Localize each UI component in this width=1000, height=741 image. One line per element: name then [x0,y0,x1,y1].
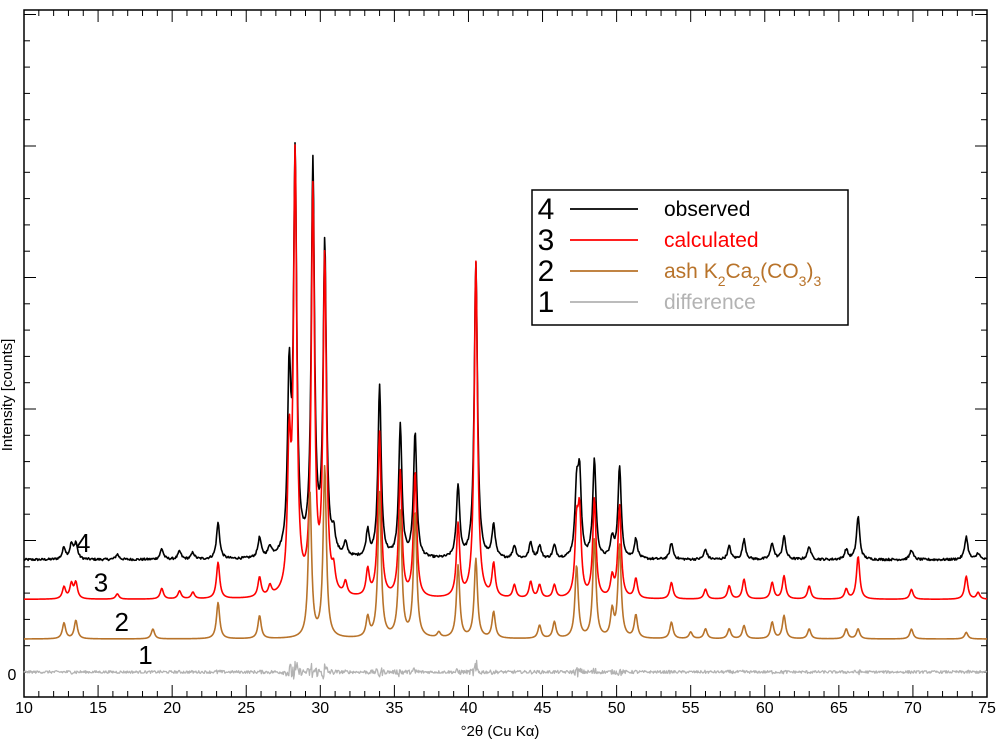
series-line-calculated [23,144,988,601]
legend-number: 4 [538,193,555,226]
legend-label: difference [664,291,756,314]
x-tick-label: 25 [237,700,255,717]
y-axis-ticks [24,14,987,673]
series-line-difference [23,659,988,680]
legend-label: observed [664,198,750,221]
legend: 4 observed 3 calculated 2 ash K2Ca2(CO3)3 1 dif… [531,189,849,326]
series-number-label: 4 [76,528,90,558]
legend-number: 1 [538,286,555,319]
x-tick-label: 50 [608,700,626,717]
x-tick-label: 40 [460,700,478,717]
x-tick-label: 70 [904,700,922,717]
plot-frame [23,9,988,698]
series-number-label: 2 [115,607,129,637]
x-axis-label: °2θ (Cu Kα) [461,723,540,740]
y-tick-label-0: 0 [8,667,17,684]
series-layer [23,142,988,680]
x-tick-label: 30 [311,700,329,717]
x-tick-label: 60 [756,700,774,717]
x-tick-label: 35 [385,700,403,717]
y-axis-label: Intensity [counts] [0,339,16,452]
x-tick-label: 45 [534,700,552,717]
x-tick-label: 65 [830,700,848,717]
series-line-ash [23,464,988,640]
legend-number: 2 [538,255,555,288]
legend-label: calculated [664,229,759,252]
series-number-label: 1 [138,640,152,670]
x-tick-label: 55 [682,700,700,717]
series-number-label: 3 [94,567,108,597]
legend-label: ash K2Ca2(CO3)3 [664,260,821,289]
x-axis-ticks: 10 15 20 25 30 35 40 45 50 55 60 65 70 75 [15,10,996,717]
x-tick-label: 15 [89,700,107,717]
x-tick-label: 20 [163,700,181,717]
legend-number: 3 [538,224,555,257]
series-line-observed [23,142,988,562]
x-tick-label: 75 [978,700,996,717]
x-tick-label: 10 [15,700,33,717]
